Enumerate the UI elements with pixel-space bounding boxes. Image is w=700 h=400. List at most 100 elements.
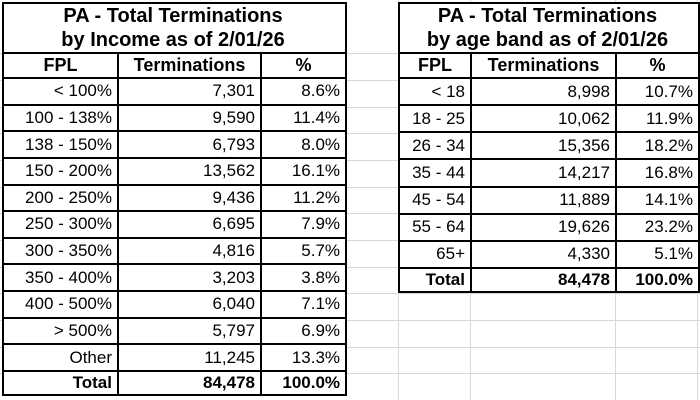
fpl-cell[interactable]: 400 - 500% [2,290,119,319]
fpl-cell[interactable]: 350 - 400% [2,263,119,292]
percent-cell[interactable]: 16.8% [615,158,700,188]
terminations-cell[interactable]: 5,797 [117,316,262,346]
terminations-cell[interactable]: 15,356 [470,131,617,161]
title-line-2: by age band as of 2/01/26 [426,29,669,51]
col-header-terminations[interactable]: Terminations [117,52,262,79]
total-terminations-cell[interactable]: 84,478 [470,267,617,293]
terminations-cell[interactable]: 6,695 [117,210,262,239]
col-header-fpl[interactable]: FPL [398,52,472,79]
header-row: FPL Terminations % [2,52,348,79]
total-label-cell[interactable]: Total [398,267,472,293]
gridline-horizontal [0,240,700,241]
terminations-cell[interactable]: 11,889 [470,185,617,215]
table-row: < 18 8,998 10.7% [398,76,700,107]
table-row: 200 - 250% 9,436 11.2% [2,183,348,213]
percent-cell[interactable]: 3.8% [259,263,348,292]
fpl-cell[interactable]: < 100% [2,77,119,106]
fpl-cell[interactable]: 26 - 34 [398,131,472,161]
ageband-table-title[interactable]: PA - Total Terminations by age band as o… [398,2,700,54]
gridline-horizontal [0,107,700,108]
table-row: 18 - 25 10,062 11.9% [398,104,700,134]
percent-cell[interactable]: 11.9% [615,104,700,134]
table-row: 35 - 44 14,217 16.8% [398,158,700,188]
percent-cell[interactable]: 23.2% [615,212,700,242]
gridline-horizontal [0,80,700,81]
terminations-cell[interactable]: 9,436 [117,183,262,213]
terminations-cell[interactable]: 9,590 [117,103,262,133]
percent-cell[interactable]: 7.1% [259,290,348,319]
table-row: 45 - 54 11,889 14.1% [398,185,700,215]
title-row: PA - Total Terminations by Income as of … [1,2,348,54]
total-terminations-cell[interactable]: 84,478 [117,370,262,396]
col-header-percent[interactable]: % [615,52,700,79]
col-header-percent[interactable]: % [259,52,348,79]
gridline-horizontal [0,293,700,294]
terminations-cell[interactable]: 13,562 [117,156,262,186]
fpl-cell[interactable]: 138 - 150% [2,130,119,159]
fpl-cell[interactable]: 35 - 44 [398,158,472,188]
percent-cell[interactable]: 11.4% [259,103,348,133]
percent-cell[interactable]: 16.1% [259,156,348,186]
fpl-cell[interactable]: 150 - 200% [2,156,119,186]
percent-cell[interactable]: 18.2% [615,131,700,161]
gridline-horizontal [0,187,700,188]
terminations-cell[interactable]: 6,793 [117,130,262,159]
terminations-cell[interactable]: 11,245 [117,343,262,372]
terminations-cell[interactable]: 10,062 [470,104,617,134]
fpl-cell[interactable]: < 18 [398,76,472,107]
title-line-2: by Income as of 2/01/26 [61,29,285,51]
percent-cell[interactable]: 10.7% [615,76,700,107]
terminations-cell[interactable]: 6,040 [117,290,262,319]
fpl-cell[interactable]: 250 - 300% [2,210,119,239]
total-percent-cell[interactable]: 100.0% [615,267,700,293]
gridline-horizontal [0,133,700,134]
header-row: FPL Terminations % [398,52,700,79]
fpl-cell[interactable]: 18 - 25 [398,104,472,134]
fpl-cell[interactable]: 65+ [398,239,472,270]
fpl-cell[interactable]: 55 - 64 [398,212,472,242]
terminations-cell[interactable]: 14,217 [470,158,617,188]
percent-cell[interactable]: 14.1% [615,185,700,215]
fpl-cell[interactable]: Other [2,343,119,372]
percent-cell[interactable]: 6.9% [259,316,348,346]
percent-cell[interactable]: 7.9% [259,210,348,239]
percent-cell[interactable]: 5.1% [615,239,700,270]
percent-cell[interactable]: 13.3% [259,343,348,372]
gridline-horizontal [0,373,700,374]
terminations-cell[interactable]: 4,330 [470,239,617,270]
percent-cell[interactable]: 8.6% [259,77,348,106]
gridline-horizontal [0,267,700,268]
total-row: Total 84,478 100.0% [2,370,348,396]
total-percent-cell[interactable]: 100.0% [259,370,348,396]
gridline-horizontal [0,53,700,54]
income-table-body: < 100% 7,301 8.6% 100 - 138% 9,590 11.4% 138 -… [2,77,348,372]
title-line-1: PA - Total Terminations [63,5,283,27]
income-table-title[interactable]: PA - Total Terminations by Income as of … [1,2,348,54]
fpl-cell[interactable]: 200 - 250% [2,183,119,213]
fpl-cell[interactable]: 45 - 54 [398,185,472,215]
terminations-cell[interactable]: 4,816 [117,236,262,266]
table-row: 400 - 500% 6,040 7.1% [2,290,348,319]
percent-cell[interactable]: 5.7% [259,236,348,266]
table-row: 300 - 350% 4,816 5.7% [2,236,348,266]
table-row: 26 - 34 15,356 18.2% [398,131,700,161]
total-label-cell[interactable]: Total [2,370,119,396]
income-terminations-table: PA - Total Terminations by Income as of … [1,2,348,396]
table-row: 55 - 64 19,626 23.2% [398,212,700,242]
table-row: 250 - 300% 6,695 7.9% [2,210,348,239]
table-row: Other 11,245 13.3% [2,343,348,372]
terminations-cell[interactable]: 19,626 [470,212,617,242]
title-line-1: PA - Total Terminations [437,5,658,27]
terminations-cell[interactable]: 8,998 [470,76,617,107]
fpl-cell[interactable]: 100 - 138% [2,103,119,133]
terminations-cell[interactable]: 7,301 [117,77,262,106]
percent-cell[interactable]: 11.2% [259,183,348,213]
table-row: 350 - 400% 3,203 3.8% [2,263,348,292]
fpl-cell[interactable]: > 500% [2,316,119,346]
gridline-horizontal [0,320,700,321]
fpl-cell[interactable]: 300 - 350% [2,236,119,266]
col-header-fpl[interactable]: FPL [2,52,119,79]
col-header-terminations[interactable]: Terminations [470,52,617,79]
terminations-cell[interactable]: 3,203 [117,263,262,292]
percent-cell[interactable]: 8.0% [259,130,348,159]
